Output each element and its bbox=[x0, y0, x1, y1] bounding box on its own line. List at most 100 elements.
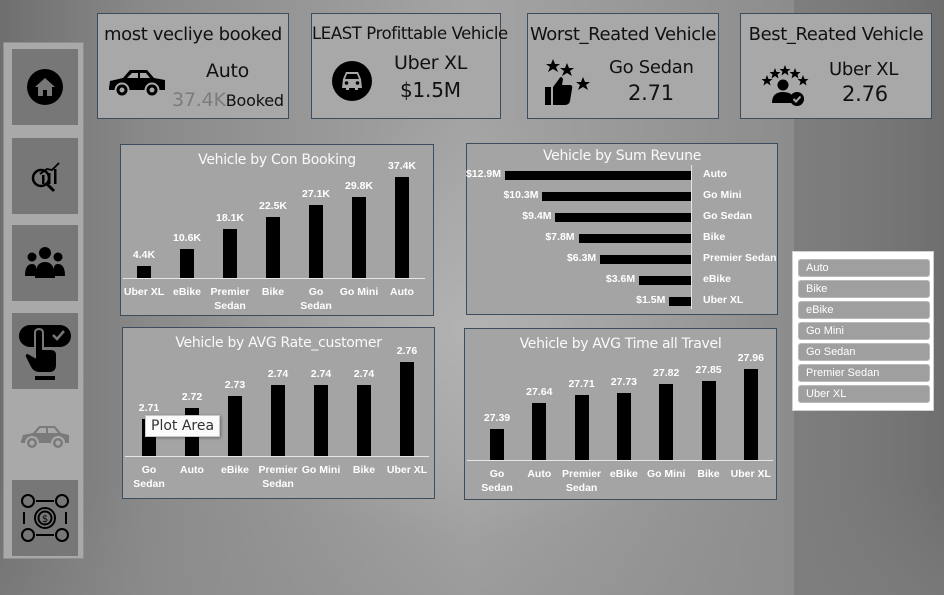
data-label: 29.8K bbox=[344, 180, 374, 193]
category-label: Auto bbox=[527, 468, 552, 480]
category-label: Go Sedan bbox=[703, 210, 753, 222]
sidebar-nav: $ bbox=[3, 42, 84, 559]
category-label: eBike bbox=[703, 273, 732, 285]
car-front-circle-icon bbox=[332, 61, 372, 101]
slicer-item-go-sedan[interactable]: Go Sedan bbox=[798, 343, 930, 361]
payment-cycle-icon: $ bbox=[21, 494, 69, 542]
x-axis-line bbox=[125, 456, 429, 457]
data-label: 27.1K bbox=[301, 187, 331, 200]
data-label: 4.4K bbox=[132, 249, 156, 261]
category-label: eBike bbox=[172, 286, 202, 298]
kpi-most-booked-title: most vecliye booked bbox=[104, 24, 282, 45]
category-label: Premier Sedan bbox=[258, 464, 298, 490]
kpi-least-profitable-title: LEAST Profittable Vehicle bbox=[312, 24, 508, 43]
bar[interactable] bbox=[578, 234, 691, 243]
sidebar-item-customers[interactable] bbox=[12, 225, 78, 301]
slicer-item-bike[interactable]: Bike bbox=[798, 280, 930, 298]
kpi-worst-rated-title: Worst_Reated Vehicle bbox=[529, 24, 717, 45]
chart-title: Vehicle by Con Booking bbox=[198, 152, 356, 168]
kpi-best-rated-name: Uber XL bbox=[829, 59, 899, 80]
data-label: $7.8M bbox=[545, 231, 575, 243]
category-label: eBike bbox=[609, 468, 638, 480]
data-label: 27.39 bbox=[483, 412, 511, 424]
bar[interactable] bbox=[228, 396, 242, 456]
category-label: Premier Sedan bbox=[562, 468, 602, 494]
data-label: 2.76 bbox=[396, 345, 418, 357]
kpi-most-booked-value: 37.4K bbox=[172, 89, 226, 111]
kpi-least-profitable-name: Uber XL bbox=[394, 52, 468, 74]
sidebar-item-payments[interactable]: $ bbox=[12, 480, 78, 556]
bar[interactable] bbox=[659, 383, 674, 460]
slicer-item-premier-sedan[interactable]: Premier Sedan bbox=[798, 364, 930, 382]
chart-con-booking[interactable]: Vehicle by Con Booking 4.4K Uber XL 10.6K e… bbox=[120, 144, 434, 316]
bar[interactable] bbox=[701, 380, 716, 460]
category-label: Go Mini bbox=[301, 464, 341, 476]
bar[interactable] bbox=[574, 395, 589, 460]
category-label: Premier Sedan bbox=[703, 252, 777, 264]
category-label: Bike bbox=[261, 286, 285, 298]
bar[interactable] bbox=[639, 276, 691, 285]
data-label: 10.6K bbox=[172, 232, 202, 245]
bar[interactable] bbox=[357, 384, 371, 456]
kpi-least-profitable-value: $1.5M bbox=[400, 78, 461, 102]
analytics-search-icon bbox=[31, 162, 60, 193]
user-rating-icon bbox=[761, 65, 809, 106]
chart-sum-revenue[interactable]: Vehicle by Sum Revune $12.9M Auto $10.3M Go… bbox=[466, 143, 778, 315]
touch-select-icon bbox=[19, 325, 71, 380]
data-label: 2.74 bbox=[267, 367, 289, 380]
slicer-item-ebike[interactable]: eBike bbox=[798, 301, 930, 319]
car-icon bbox=[109, 70, 165, 98]
x-axis-line bbox=[123, 278, 425, 279]
bar[interactable] bbox=[505, 171, 691, 180]
plot-area-tooltip: Plot Area bbox=[145, 415, 221, 437]
slicer-item-auto[interactable]: Auto bbox=[798, 259, 930, 277]
sidebar-item-vehicles[interactable] bbox=[12, 399, 78, 475]
bar[interactable] bbox=[490, 429, 504, 460]
data-label: $3.6M bbox=[605, 273, 636, 285]
chart-title: Vehicle by Sum Revune bbox=[542, 148, 702, 164]
chart-avg-rate[interactable]: Vehicle by AVG Rate_customer 2.71 Go Sedan… bbox=[122, 327, 435, 499]
category-label: Uber XL bbox=[703, 294, 744, 306]
bar[interactable] bbox=[542, 192, 691, 201]
category-label: Bike bbox=[703, 231, 726, 243]
kpi-worst-rated-card: Worst_Reated Vehicle Go Sedan 2.71 bbox=[527, 13, 719, 119]
data-label: 2.71 bbox=[138, 402, 160, 414]
bar[interactable] bbox=[223, 229, 237, 278]
kpi-best-rated-card: Best_Reated Vehicle Uber XL 2.76 bbox=[740, 13, 932, 119]
svg-text:$: $ bbox=[42, 514, 48, 525]
sidebar-item-analysis[interactable] bbox=[12, 138, 78, 214]
category-label: Bike bbox=[697, 468, 720, 480]
bar[interactable] bbox=[532, 402, 547, 460]
category-label: Premier Sedan bbox=[210, 286, 250, 312]
category-label: Uber XL bbox=[386, 464, 428, 476]
bar[interactable] bbox=[314, 384, 328, 456]
bar[interactable] bbox=[352, 197, 366, 278]
bar[interactable] bbox=[743, 369, 758, 460]
category-label: Auto bbox=[390, 286, 414, 298]
bar[interactable] bbox=[400, 362, 414, 456]
bar[interactable] bbox=[600, 255, 691, 264]
y-axis-line bbox=[691, 165, 692, 309]
bar[interactable] bbox=[271, 384, 285, 456]
slicer-item-go-mini[interactable]: Go Mini bbox=[798, 322, 930, 340]
sidebar-item-booking[interactable] bbox=[12, 313, 78, 389]
data-label: 27.82 bbox=[653, 366, 680, 379]
chart-avg-travel-time[interactable]: Vehicle by AVG Time all Travel 27.39 Go Se… bbox=[464, 328, 777, 500]
thumbs-up-stars-icon bbox=[545, 59, 590, 105]
sidebar-item-home[interactable] bbox=[12, 49, 78, 125]
kpi-most-booked-card: most vecliye booked Auto 37.4KBooked bbox=[97, 13, 289, 119]
category-label: Bike bbox=[352, 464, 376, 476]
bar[interactable] bbox=[180, 249, 194, 278]
bar[interactable] bbox=[266, 217, 280, 278]
bar[interactable] bbox=[555, 213, 691, 222]
bar[interactable] bbox=[616, 393, 631, 460]
slicer-item-uber-xl[interactable]: Uber XL bbox=[798, 385, 930, 403]
chart-title: Vehicle by AVG Rate_customer bbox=[175, 335, 382, 351]
data-label: 2.74 bbox=[310, 367, 332, 380]
data-label: 27.85 bbox=[695, 363, 722, 376]
bar[interactable] bbox=[395, 177, 409, 278]
bar[interactable] bbox=[309, 204, 323, 278]
kpi-worst-rated-value: 2.71 bbox=[628, 81, 674, 105]
bar[interactable] bbox=[669, 297, 691, 306]
bar[interactable] bbox=[137, 266, 151, 278]
